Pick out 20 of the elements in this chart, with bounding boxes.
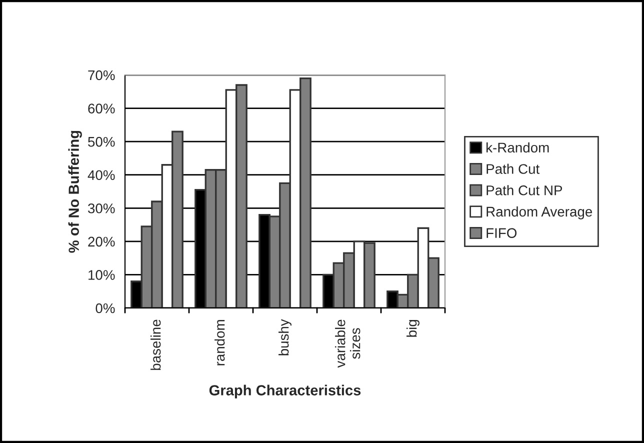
legend-label: FIFO	[486, 228, 517, 238]
y-axis-title: % of No Buffering	[68, 130, 82, 253]
x-axis-title: Graph Characteristics	[209, 384, 361, 398]
legend-label: k-Random	[486, 142, 549, 153]
x-tick-label: variable sizes	[335, 320, 360, 368]
y-tick-label: 40%	[88, 170, 115, 180]
legend-label: Path Cut NP	[486, 185, 562, 196]
y-tick-label: 20%	[88, 236, 115, 247]
x-tick-label: random	[214, 320, 225, 366]
legend-label: Path Cut	[486, 164, 540, 174]
y-tick-label: 60%	[88, 104, 115, 114]
x-tick-label: baseline	[150, 320, 161, 370]
legend-label: Random Average	[486, 206, 592, 220]
y-tick-label: 10%	[88, 270, 115, 280]
y-tick-label: 0%	[96, 303, 115, 314]
x-tick-label: bushy	[278, 319, 292, 356]
x-tick-label: big	[406, 320, 420, 337]
y-tick-label: 50%	[88, 136, 115, 147]
y-tick-label: 30%	[88, 203, 115, 214]
y-tick-label: 70%	[88, 70, 115, 80]
